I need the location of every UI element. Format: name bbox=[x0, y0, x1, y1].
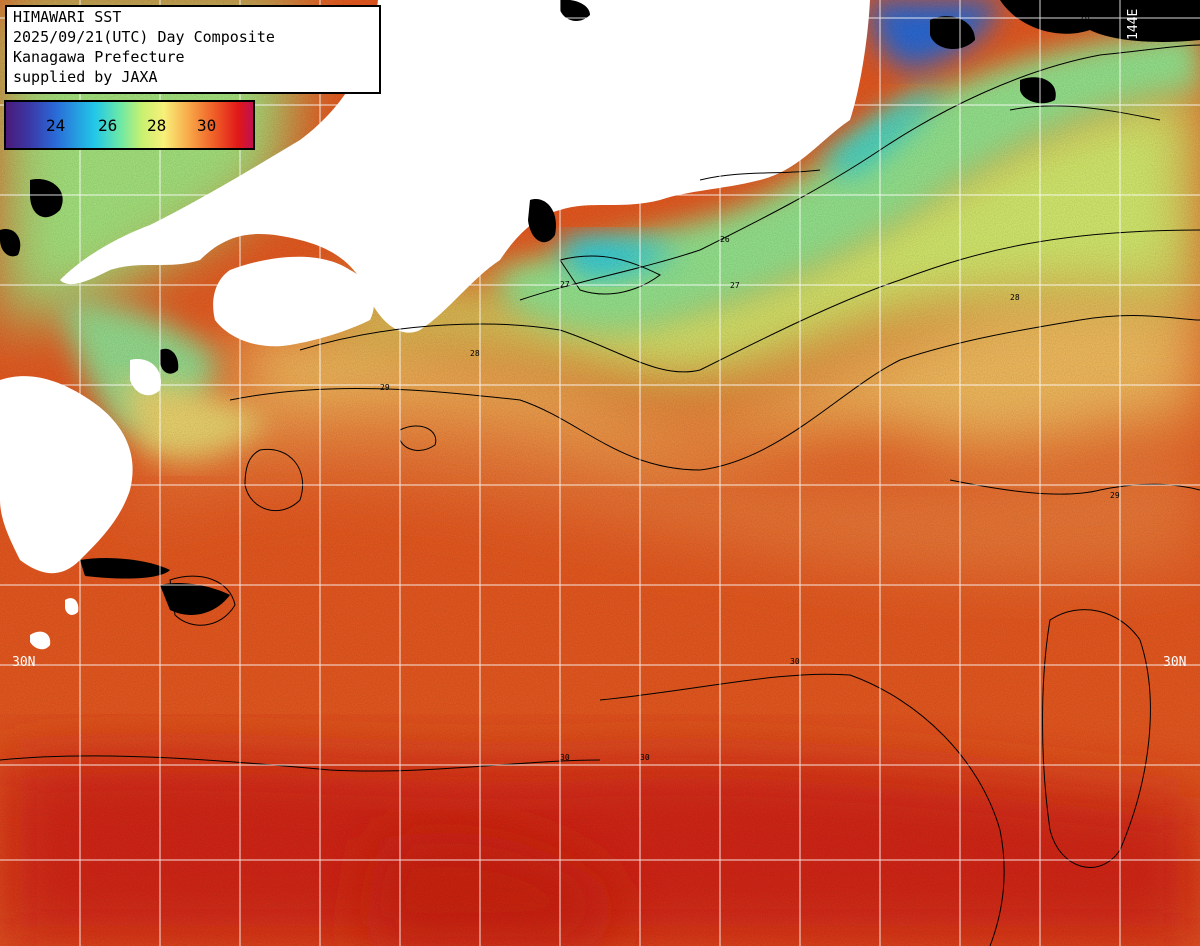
contour-labels: 26 26 27 27 28 28 29 29 30 30 30 bbox=[380, 13, 1120, 762]
contour-label: 29 bbox=[1110, 491, 1120, 500]
scale-label: 26 bbox=[98, 116, 118, 135]
land-shikoku bbox=[213, 256, 374, 347]
contour-label: 27 bbox=[730, 281, 740, 290]
contour-label: 28 bbox=[470, 349, 480, 358]
contour-label: 30 bbox=[560, 753, 570, 762]
contour-label: 26 bbox=[720, 235, 730, 244]
title-line: HIMAWARI SST bbox=[13, 8, 122, 26]
region-line: Kanagawa Prefecture bbox=[13, 48, 185, 66]
lat-label-left: 30N bbox=[12, 655, 35, 670]
contour-label: 28 bbox=[1010, 293, 1020, 302]
land-kyushu bbox=[0, 376, 133, 574]
credit-line: supplied by JAXA bbox=[13, 68, 158, 86]
contour-label: 27 bbox=[560, 280, 570, 289]
land-honshu bbox=[60, 0, 870, 333]
contour-label: 29 bbox=[380, 383, 390, 392]
date-line: 2025/09/21(UTC) Day Composite bbox=[13, 28, 275, 46]
scale-label: 30 bbox=[197, 116, 217, 135]
clouds bbox=[0, 0, 1200, 615]
lon-label-left: 128E bbox=[487, 0, 502, 30]
contour-label: 30 bbox=[790, 657, 800, 666]
title-box: HIMAWARI SST 2025/09/21(UTC) Day Composi… bbox=[5, 5, 381, 94]
contour-label: 26 bbox=[1080, 13, 1090, 22]
lon-label-right: 144E bbox=[1126, 9, 1141, 40]
land bbox=[0, 0, 870, 650]
scale-label: 28 bbox=[147, 116, 167, 135]
color-scale: 24 26 28 30 bbox=[4, 100, 255, 150]
contour-label: 30 bbox=[640, 753, 650, 762]
scale-label: 24 bbox=[46, 116, 66, 135]
grid-labels: 128E 144E 30N 30N bbox=[12, 0, 1186, 670]
lat-label-right: 30N bbox=[1163, 655, 1186, 670]
